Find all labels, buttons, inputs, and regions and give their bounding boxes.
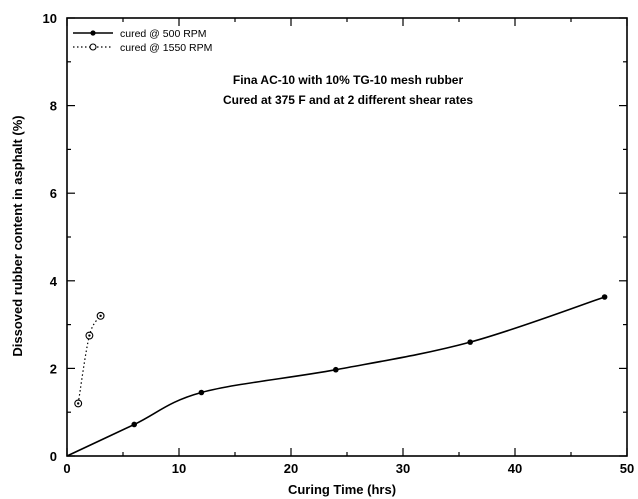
x-axis-label: Curing Time (hrs): [288, 482, 396, 497]
legend-label-1550rpm: cured @ 1550 RPM: [120, 42, 212, 54]
y-tick-label: 0: [50, 449, 57, 464]
x-tick-label: 50: [620, 461, 634, 476]
series-line-0: [67, 297, 605, 456]
y-axis-label: Dissoved rubber content in asphalt (%): [10, 115, 25, 356]
legend-marker-1550rpm: [90, 44, 96, 50]
series-line-1: [78, 316, 100, 404]
data-point-500rpm: [602, 294, 608, 300]
legend: cured @ 500 RPM cured @ 1550 RPM: [73, 28, 212, 54]
y-tick-label: 10: [43, 11, 57, 26]
x-tick-label: 30: [396, 461, 410, 476]
y-tick-label: 8: [50, 99, 57, 114]
y-tick-label: 6: [50, 186, 57, 201]
data-point-500rpm: [131, 422, 137, 428]
data-point-500rpm: [199, 390, 205, 396]
series-layer: [67, 294, 607, 456]
x-tick-label: 10: [172, 461, 186, 476]
data-point-500rpm: [333, 367, 339, 373]
legend-label-500rpm: cured @ 500 RPM: [120, 28, 207, 40]
y-tick-label: 4: [50, 274, 58, 289]
x-tick-label: 20: [284, 461, 298, 476]
data-point-1550rpm-center: [88, 334, 90, 336]
x-tick-label: 0: [63, 461, 70, 476]
data-point-1550rpm-center: [99, 315, 101, 317]
data-point-1550rpm-center: [77, 402, 79, 404]
y-tick-label: 2: [50, 361, 57, 376]
annotation-line-2: Cured at 375 F and at 2 different shear …: [223, 93, 473, 107]
data-point-500rpm: [467, 339, 473, 345]
x-tick-label: 40: [508, 461, 522, 476]
legend-marker-500rpm: [90, 30, 95, 35]
annotation-line-1: Fina AC-10 with 10% TG-10 mesh rubber: [233, 73, 464, 87]
